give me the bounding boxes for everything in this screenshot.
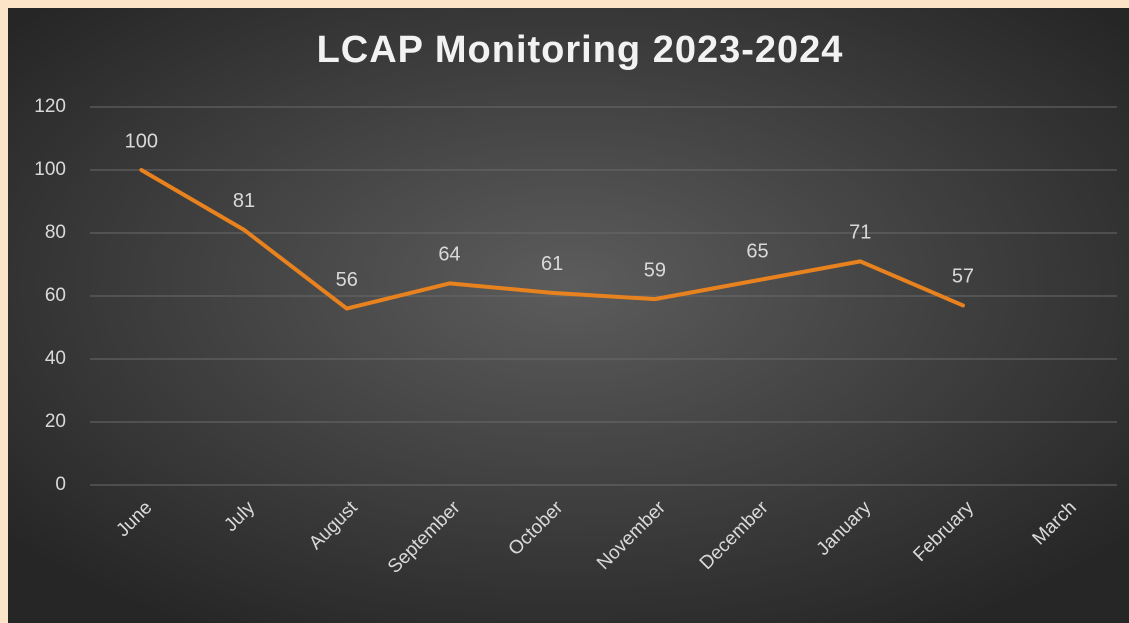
y-tick-label: 120 xyxy=(34,96,66,117)
y-tick-label: 0 xyxy=(55,474,66,495)
y-tick-label: 100 xyxy=(34,159,66,180)
chart-background xyxy=(8,8,1129,623)
chart-title: LCAP Monitoring 2023-2024 xyxy=(317,29,844,71)
data-label: 65 xyxy=(746,241,768,263)
data-label: 64 xyxy=(438,244,460,266)
data-label: 81 xyxy=(233,190,255,212)
data-label: 71 xyxy=(849,222,871,244)
line xyxy=(139,168,965,311)
y-tick-label: 40 xyxy=(45,348,66,369)
data-label: 100 xyxy=(125,130,158,152)
data-label: 61 xyxy=(541,253,563,275)
y-tick-label: 80 xyxy=(45,222,66,243)
data-label: 56 xyxy=(336,269,358,291)
y-tick-label: 60 xyxy=(45,285,66,306)
y-tick-label: 20 xyxy=(45,411,66,432)
data-label: 59 xyxy=(644,259,666,281)
data-label: 57 xyxy=(952,266,974,288)
